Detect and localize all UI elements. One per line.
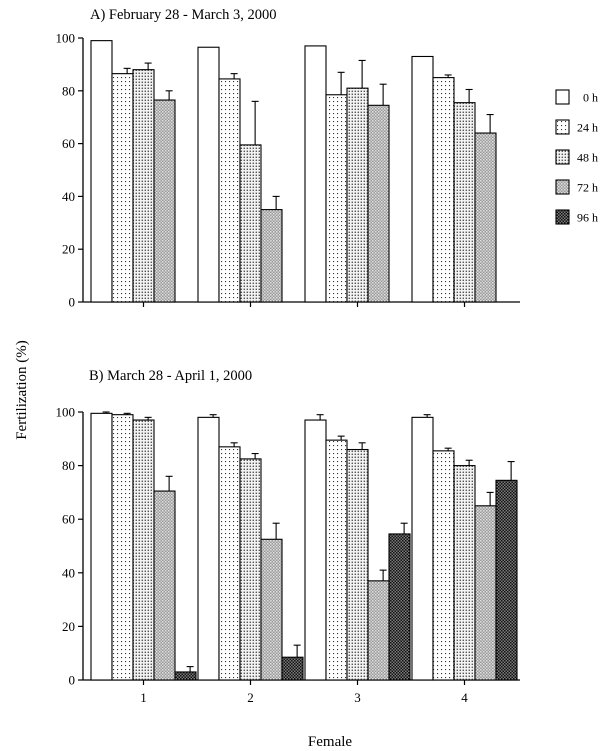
x-tick-label: 2 (247, 690, 254, 705)
panel-a-title: A) February 28 - March 3, 2000 (90, 7, 276, 23)
legend-label: 72 h (577, 181, 598, 195)
bar (239, 144, 262, 303)
y-tick-label: 60 (62, 136, 75, 151)
x-tick-label: 4 (461, 690, 468, 705)
bar (367, 104, 390, 303)
bar (197, 46, 220, 303)
bar (411, 416, 434, 681)
bar (453, 465, 476, 681)
bar (174, 671, 197, 681)
bar (111, 414, 134, 681)
bar (260, 209, 283, 303)
bar (304, 419, 327, 681)
bar (346, 87, 369, 303)
y-tick-label: 0 (69, 295, 76, 310)
bar (495, 479, 518, 681)
bar (153, 490, 176, 681)
bar (367, 580, 390, 681)
legend-swatch (555, 149, 570, 165)
y-tick-label: 100 (56, 31, 76, 46)
y-tick-label: 20 (62, 619, 75, 634)
panel-b-title: B) March 28 - April 1, 2000 (89, 368, 252, 384)
y-tick-label: 0 (69, 673, 76, 688)
bar (474, 505, 497, 681)
x-axis-label: Female (308, 734, 352, 750)
y-tick-label: 20 (62, 242, 75, 257)
legend-swatch (555, 119, 570, 135)
y-tick-label: 40 (62, 189, 75, 204)
bar (132, 419, 155, 681)
bar (260, 538, 283, 681)
bar (325, 439, 348, 681)
bar (432, 450, 455, 681)
bar (239, 458, 262, 681)
bar (453, 102, 476, 303)
y-tick-label: 40 (62, 565, 75, 580)
bar (218, 446, 241, 681)
legend-swatch (555, 209, 570, 225)
bar (388, 533, 411, 681)
legend-label: 48 h (577, 151, 598, 165)
legend-label: 96 h (577, 211, 598, 225)
bar (281, 656, 304, 681)
bar (153, 99, 176, 303)
y-tick-label: 80 (62, 458, 75, 473)
legend-label: 24 h (577, 121, 598, 135)
y-tick-label: 80 (62, 83, 75, 98)
y-tick-label: 100 (56, 405, 76, 420)
bar (132, 69, 155, 303)
bar (218, 78, 241, 303)
bar (90, 412, 113, 681)
x-tick-label: 3 (354, 690, 361, 705)
bar (411, 55, 434, 303)
bar (197, 416, 220, 681)
y-tick-label: 60 (62, 512, 75, 527)
legend: 0 h 24 h 48 h 72 h 96 h (555, 89, 598, 225)
legend-swatch (555, 89, 570, 105)
legend-label: 0 h (583, 91, 598, 105)
legend-swatch (555, 179, 570, 195)
bar (432, 77, 455, 303)
bar (346, 448, 369, 681)
bar (90, 40, 113, 303)
bar (325, 94, 348, 303)
y-axis-label: Fertilization (%) (14, 340, 30, 440)
bar (111, 73, 134, 303)
x-tick-label: 1 (140, 690, 147, 705)
bar (474, 132, 497, 303)
panel-a-chart: 0 20 40 60 80 100 (56, 31, 520, 310)
panel-b-chart: 0 20 40 60 80 100 1 2 3 4 (56, 405, 520, 705)
bar (304, 45, 327, 303)
